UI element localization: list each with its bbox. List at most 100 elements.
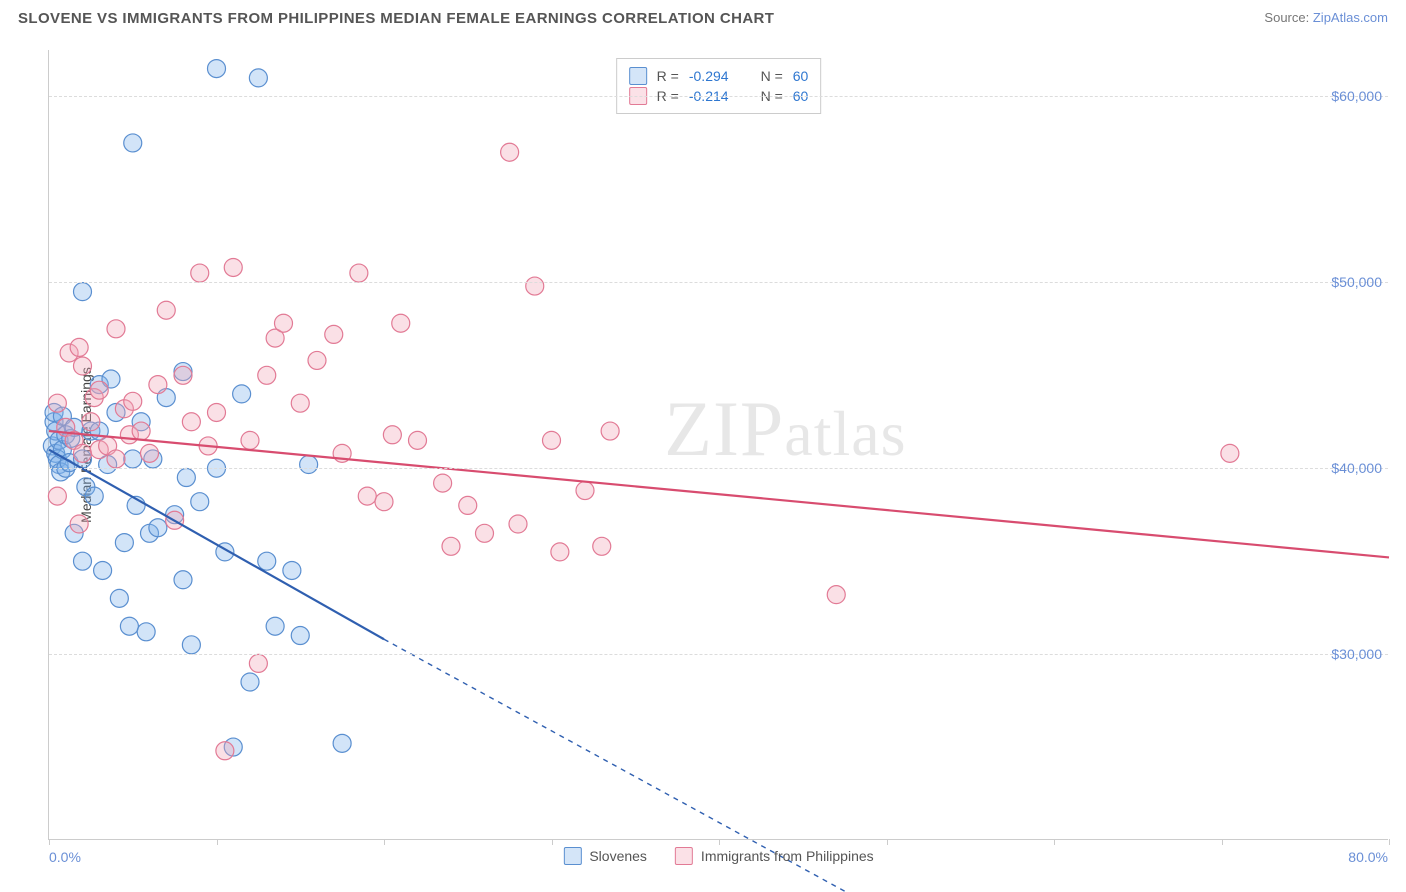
series-legend: Slovenes Immigrants from Philippines	[563, 847, 873, 865]
data-point	[409, 431, 427, 449]
data-point	[249, 69, 267, 87]
data-point	[124, 392, 142, 410]
data-point	[442, 537, 460, 555]
data-point	[241, 431, 259, 449]
data-point	[115, 534, 133, 552]
legend-stats-row: R =-0.294N =60	[629, 67, 809, 85]
legend-item: Slovenes	[563, 847, 647, 865]
data-point	[216, 742, 234, 760]
data-point	[241, 673, 259, 691]
data-point	[249, 654, 267, 672]
data-point	[375, 493, 393, 511]
x-tick-mark	[552, 839, 553, 845]
grid-line	[49, 468, 1388, 469]
data-point	[275, 314, 293, 332]
data-point	[459, 496, 477, 514]
data-point	[74, 283, 92, 301]
x-tick-mark	[217, 839, 218, 845]
grid-line	[49, 96, 1388, 97]
stat-n-value: 60	[793, 68, 809, 84]
x-tick-mark	[887, 839, 888, 845]
legend-item: Immigrants from Philippines	[675, 847, 874, 865]
data-point	[333, 734, 351, 752]
data-point	[132, 422, 150, 440]
data-point	[124, 450, 142, 468]
trend-line	[49, 450, 384, 640]
data-point	[141, 444, 159, 462]
data-point	[120, 617, 138, 635]
data-point	[157, 301, 175, 319]
data-point	[224, 258, 242, 276]
data-point	[94, 561, 112, 579]
data-point	[601, 422, 619, 440]
data-point	[90, 381, 108, 399]
legend-label: Slovenes	[589, 848, 647, 864]
data-point	[501, 143, 519, 161]
data-point	[182, 413, 200, 431]
data-point	[85, 487, 103, 505]
y-tick-label: $40,000	[1331, 460, 1382, 476]
source-attribution: Source: ZipAtlas.com	[1264, 10, 1388, 25]
data-point	[149, 519, 167, 537]
x-tick-mark	[1222, 839, 1223, 845]
data-point	[325, 325, 343, 343]
data-point	[551, 543, 569, 561]
legend-label: Immigrants from Philippines	[701, 848, 874, 864]
data-point	[392, 314, 410, 332]
data-point	[124, 134, 142, 152]
data-point	[233, 385, 251, 403]
source-link[interactable]: ZipAtlas.com	[1313, 10, 1388, 25]
stat-n-label: N =	[761, 68, 783, 84]
x-tick-mark	[49, 839, 50, 845]
legend-swatch	[675, 847, 693, 865]
data-point	[434, 474, 452, 492]
grid-line	[49, 282, 1388, 283]
x-tick-mark	[1389, 839, 1390, 845]
data-point	[543, 431, 561, 449]
source-label: Source:	[1264, 10, 1309, 25]
data-point	[593, 537, 611, 555]
data-point	[48, 487, 66, 505]
data-point	[476, 524, 494, 542]
data-point	[107, 320, 125, 338]
data-point	[291, 394, 309, 412]
data-point	[110, 589, 128, 607]
data-point	[291, 627, 309, 645]
data-point	[174, 366, 192, 384]
stats-legend: R =-0.294N =60R =-0.214N =60	[616, 58, 822, 114]
data-point	[258, 366, 276, 384]
data-point	[383, 426, 401, 444]
data-point	[82, 413, 100, 431]
scatter-chart: Median Female Earnings ZIPatlas R =-0.29…	[48, 50, 1388, 840]
legend-swatch	[563, 847, 581, 865]
data-point	[174, 571, 192, 589]
data-point	[358, 487, 376, 505]
x-tick-mark	[1054, 839, 1055, 845]
data-point	[1221, 444, 1239, 462]
data-point	[107, 450, 125, 468]
chart-header: SLOVENE VS IMMIGRANTS FROM PHILIPPINES M…	[0, 0, 1406, 40]
data-point	[509, 515, 527, 533]
y-tick-label: $60,000	[1331, 88, 1382, 104]
data-point	[191, 264, 209, 282]
x-axis-max-label: 80.0%	[1348, 849, 1388, 865]
y-tick-label: $50,000	[1331, 274, 1382, 290]
data-point	[300, 456, 318, 474]
x-tick-mark	[719, 839, 720, 845]
y-tick-label: $30,000	[1331, 646, 1382, 662]
legend-swatch	[629, 67, 647, 85]
data-point	[308, 351, 326, 369]
data-point	[258, 552, 276, 570]
data-point	[827, 586, 845, 604]
data-point	[74, 357, 92, 375]
data-point	[177, 469, 195, 487]
data-point	[208, 403, 226, 421]
stat-r-label: R =	[657, 68, 679, 84]
chart-title: SLOVENE VS IMMIGRANTS FROM PHILIPPINES M…	[18, 10, 774, 27]
data-point	[526, 277, 544, 295]
data-point	[208, 60, 226, 78]
trend-line	[49, 431, 1389, 557]
data-point	[48, 394, 66, 412]
data-point	[70, 515, 88, 533]
plot-svg	[49, 50, 1388, 839]
